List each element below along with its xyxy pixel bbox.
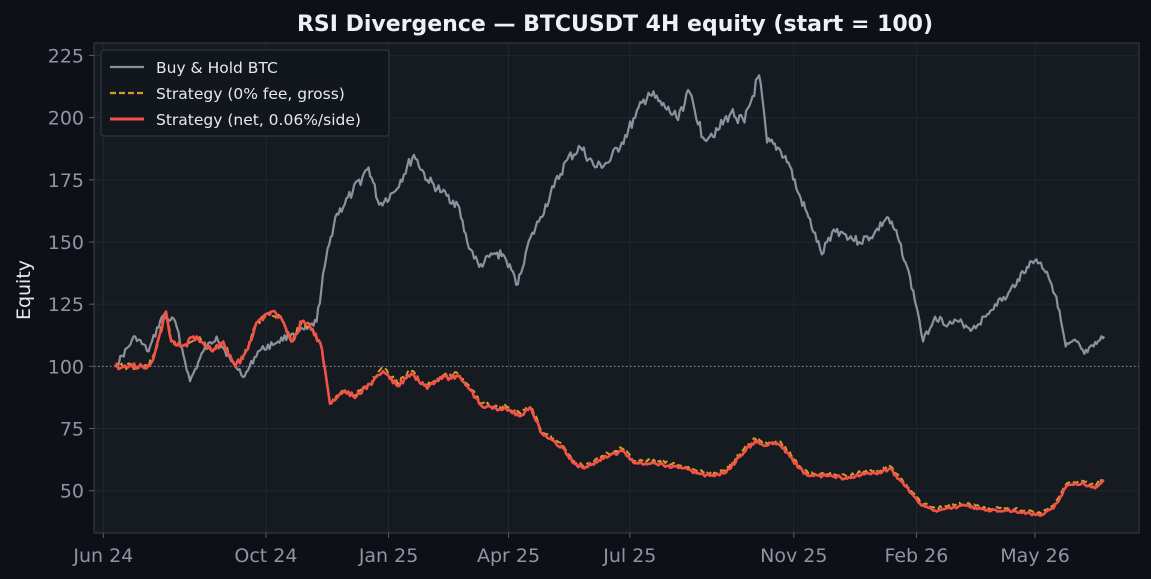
legend-entry-net-label: Strategy (net, 0.06%/side) — [156, 111, 361, 129]
y-axis: 50 75 100 125 150 175 200 225 — [48, 45, 94, 503]
x-tick-label: Feb 26 — [884, 545, 948, 567]
x-tick-label: May 26 — [1000, 545, 1070, 567]
legend-box — [100, 49, 390, 137]
buy-hold-line — [115, 74, 1106, 383]
y-tick-label: 100 — [48, 356, 84, 378]
y-tick-label: 150 — [48, 232, 84, 254]
strategy-net-line — [114, 309, 1105, 517]
y-tick-label: 225 — [48, 45, 84, 67]
x-tick-label: Apr 25 — [477, 545, 540, 567]
series-group — [114, 74, 1106, 517]
x-tick-label: Jul 25 — [602, 545, 656, 567]
x-axis: Jun 24 Oct 24 Jan 25 Apr 25 Jul 25 Nov 25 Feb … — [72, 533, 1070, 567]
chart-title: RSI Divergence — BTCUSDT 4H equity (star… — [297, 12, 933, 37]
y-tick-label: 75 — [60, 419, 84, 441]
y-tick-label: 200 — [48, 108, 84, 130]
legend-entry-gross-label: Strategy (0% fee, gross) — [156, 85, 345, 103]
x-tick-label: Jun 24 — [72, 545, 133, 567]
y-tick-label: 125 — [48, 294, 84, 316]
plot-frame — [93, 42, 1140, 534]
x-tick-label: Nov 25 — [760, 545, 827, 567]
x-tick-label: Oct 24 — [234, 545, 297, 567]
strategy-gross-line — [114, 310, 1106, 515]
grid — [94, 43, 1139, 533]
x-tick-label: Jan 25 — [358, 545, 419, 567]
legend-entry-buy-hold-label: Buy & Hold BTC — [156, 59, 278, 77]
legend: Buy & Hold BTC Strategy (0% fee, gross) St… — [100, 49, 390, 137]
y-axis-label: Equity — [13, 260, 35, 320]
y-tick-label: 175 — [48, 170, 84, 192]
y-tick-label: 50 — [60, 481, 84, 503]
